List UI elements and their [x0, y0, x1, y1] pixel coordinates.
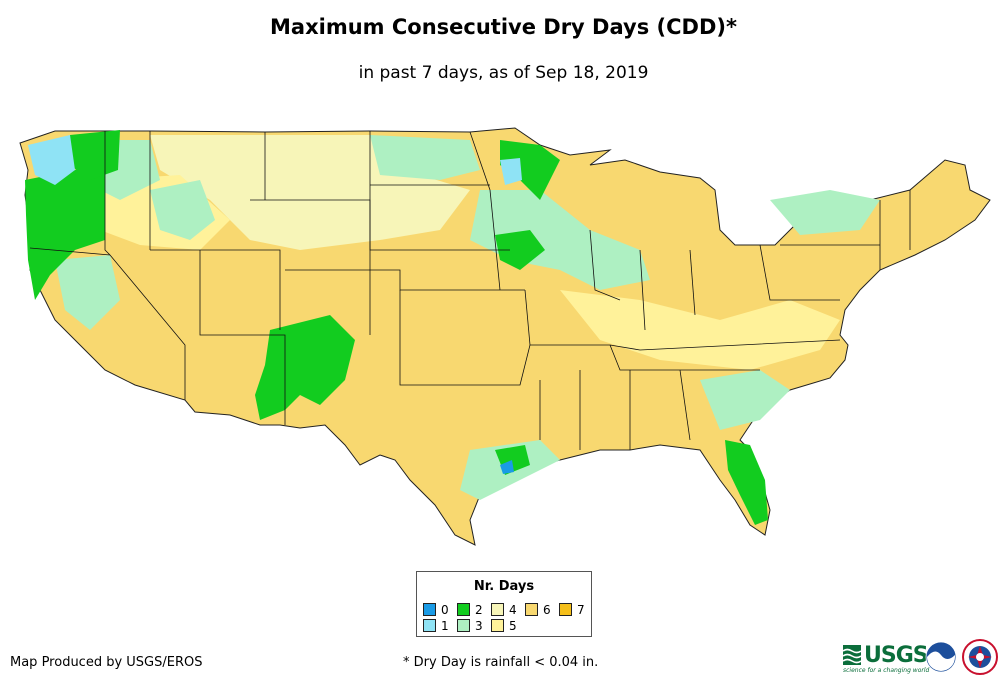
legend-swatch-6 [525, 603, 538, 616]
usgs-tagline: science for a changing world [843, 667, 930, 674]
map-credit: Map Produced by USGS/EROS [10, 655, 203, 670]
legend-item-4: 4 [491, 603, 517, 616]
zone-3-southeast [700, 370, 790, 430]
zone-2-minnesota [500, 140, 560, 200]
legend-label-3: 3 [475, 619, 483, 633]
zone-5-east [560, 290, 840, 370]
legend-item-7: 7 [559, 603, 585, 616]
legend-item-1: 1 [423, 619, 449, 632]
zone-3-great-basin [55, 255, 120, 330]
footnote: * Dry Day is rainfall < 0.04 in. [403, 655, 599, 670]
zone-2-washington-north [70, 130, 120, 180]
us-cdd-map [19, 127, 991, 546]
legend-swatch-3 [457, 619, 470, 632]
legend-item-2: 2 [457, 603, 483, 616]
legend-label-5: 5 [509, 619, 517, 633]
usgs-wave-icon [843, 645, 861, 665]
legend-label-0: 0 [441, 603, 449, 617]
legend-label-7: 7 [577, 603, 585, 617]
legend-swatch-2 [457, 603, 470, 616]
state-boundaries [29, 131, 911, 450]
noaa-logo-icon [925, 641, 957, 673]
legend-swatch-5 [491, 619, 504, 632]
zone-1-minnesota [500, 158, 522, 185]
legend-swatch-7 [559, 603, 572, 616]
zone-3-idaho [150, 180, 215, 240]
zone-2-pacific-northwest [25, 160, 105, 300]
zone-1-puget-sound [28, 135, 75, 185]
zone-0-texas-coast [500, 460, 514, 474]
legend-swatch-1 [423, 619, 436, 632]
legend-label-2: 2 [475, 603, 483, 617]
map-title: Maximum Consecutive Dry Days (CDD)* [270, 15, 737, 39]
legend-label-1: 1 [441, 619, 449, 633]
zone-2-iowa [495, 230, 545, 270]
legend-label-4: 4 [509, 603, 517, 617]
nws-logo-icon [962, 639, 998, 675]
legend-title: Nr. Days [473, 579, 535, 594]
zone-3-northern-plains [370, 135, 480, 180]
usgs-logo: USGS [864, 643, 929, 668]
zone-3-northeast [770, 190, 880, 235]
legend: Nr. Days 0 1 2 3 4 5 6 7 [416, 571, 592, 637]
zone-3-upper-midwest [470, 190, 650, 290]
legend-swatch-4 [491, 603, 504, 616]
legend-item-6: 6 [525, 603, 551, 616]
zone-2-new-mexico [255, 315, 355, 420]
legend-label-6: 6 [543, 603, 551, 617]
legend-item-3: 3 [457, 619, 483, 632]
legend-swatch-0 [423, 603, 436, 616]
map-subtitle: in past 7 days, as of Sep 18, 2019 [358, 63, 649, 83]
legend-item-0: 0 [423, 603, 449, 616]
legend-item-5: 5 [491, 619, 517, 632]
zone-2-florida [725, 440, 768, 525]
